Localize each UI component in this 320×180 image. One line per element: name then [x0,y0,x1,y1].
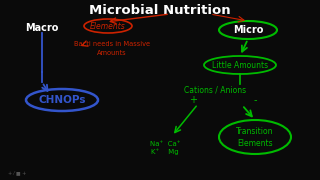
Text: Bacti needs in Massive: Bacti needs in Massive [74,41,150,47]
Text: Na⁺  Ca⁺
K⁺    Mg: Na⁺ Ca⁺ K⁺ Mg [150,141,180,155]
Text: Microbial Nutrition: Microbial Nutrition [89,3,231,17]
Text: -: - [253,95,257,105]
Text: CHNOPs: CHNOPs [38,95,86,105]
Text: + ⁄ ■ +: + ⁄ ■ + [8,170,26,175]
Text: Little Amounts: Little Amounts [212,60,268,69]
Text: Micro: Micro [233,25,263,35]
Text: Elements: Elements [90,21,126,30]
Text: Amounts: Amounts [97,50,127,56]
Text: Elements: Elements [237,140,273,148]
Text: +: + [189,95,197,105]
Text: Transition: Transition [236,127,274,136]
Text: Cations / Anions: Cations / Anions [184,86,246,94]
Text: Macro: Macro [25,23,59,33]
